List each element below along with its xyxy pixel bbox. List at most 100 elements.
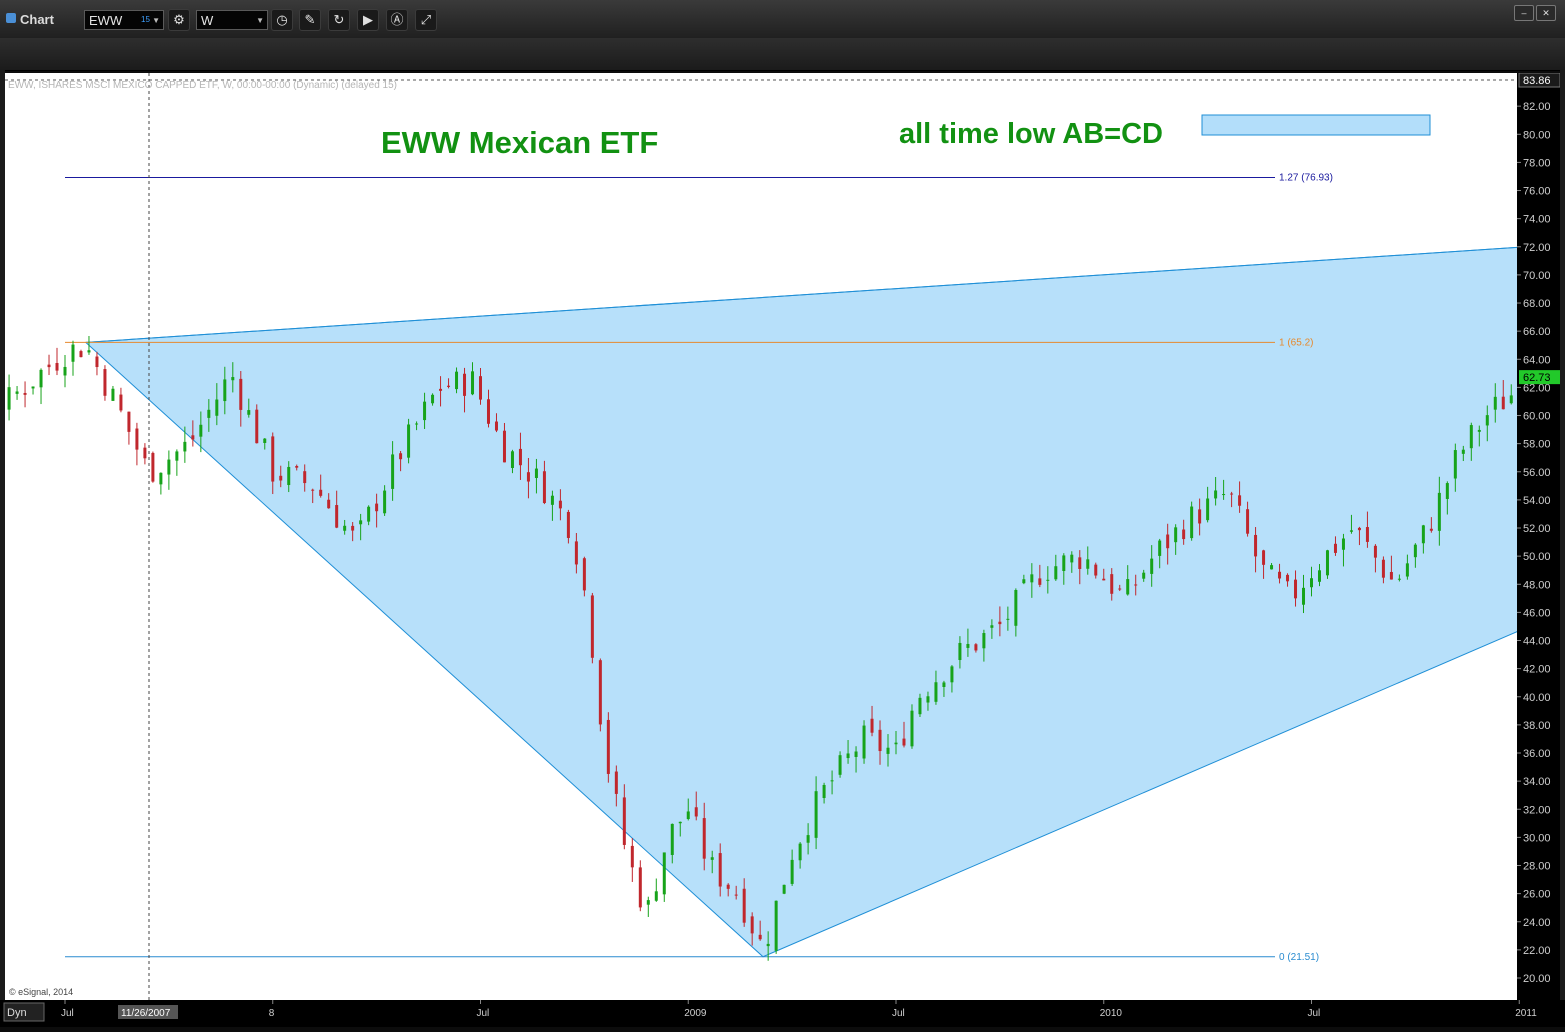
candle-body: [614, 771, 618, 794]
candle-body: [287, 466, 291, 486]
link-icon[interactable]: ⤢: [415, 9, 437, 31]
candle-body: [15, 391, 19, 394]
alert-icon[interactable]: Ⓐ: [386, 9, 408, 31]
candle-body: [1445, 483, 1449, 499]
candle-body: [598, 660, 602, 725]
candle-body: [1286, 574, 1290, 582]
candle-body: [239, 378, 243, 410]
y-tick-label: 36.00: [1523, 748, 1551, 760]
interval-select[interactable]: W ▼: [196, 10, 268, 30]
candle-body: [734, 894, 738, 896]
fib-lines-layer: 1.27 (76.93) 1 (65.2) 0 (21.51): [65, 172, 1333, 963]
y-tick-label: 54.00: [1523, 495, 1551, 507]
candle-body: [1214, 490, 1218, 499]
right-window-border: [1560, 70, 1565, 1027]
time-axis[interactable]: Dyn 11/26/2007 Jul 8 Jul 2009 Jul 2010 Jul 2011…: [0, 1000, 1565, 1027]
y-tick-label: 72.00: [1523, 242, 1551, 254]
candle-body: [71, 344, 75, 362]
candle-body: [439, 388, 443, 391]
candle-body: [1477, 429, 1481, 432]
candle-body: [1389, 571, 1393, 580]
fib-level-label-0: 1.27 (76.93): [1279, 172, 1333, 183]
play-icon[interactable]: ▶: [357, 9, 379, 31]
price-axis[interactable]: 82.00 80.00 78.00 76.00 74.00 72.00 70.00 68.00…: [1517, 72, 1561, 1000]
clock-icon[interactable]: ◷: [271, 9, 293, 31]
candle-body: [1381, 559, 1385, 578]
x-tick-label: Jul: [1308, 1008, 1321, 1019]
price-axis-svg: 82.00 80.00 78.00 76.00 74.00 72.00 70.00 68.00…: [1517, 72, 1561, 985]
x-tick-label: 2011: [1515, 1008, 1537, 1019]
candle-body: [375, 503, 379, 512]
symbol-dropdown-icon[interactable]: ▼: [152, 16, 160, 25]
y-tick-label: 82.00: [1523, 101, 1551, 113]
y-tick-label: 74.00: [1523, 214, 1551, 226]
candle-body: [1038, 578, 1042, 585]
candle-body: [359, 520, 363, 525]
candle-body: [127, 411, 131, 432]
candle-body: [494, 421, 498, 431]
candle-body: [1270, 565, 1274, 570]
candle-body: [630, 845, 634, 868]
candle-body: [678, 821, 682, 824]
candle-body: [974, 644, 978, 651]
candle-body: [1341, 538, 1345, 550]
y-tick-label: 50.00: [1523, 551, 1551, 563]
candle-body: [431, 394, 435, 404]
candle-body: [1174, 527, 1178, 543]
candle-body: [1078, 557, 1082, 569]
close-button[interactable]: ✕: [1536, 5, 1556, 21]
candle-body: [798, 843, 802, 861]
candle-body: [479, 376, 482, 400]
candle-body: [1413, 544, 1417, 558]
refresh-icon[interactable]: ↻: [328, 9, 350, 31]
crosshair-date-badge: [118, 1005, 178, 1019]
candle-body: [1365, 527, 1369, 542]
candle-body: [1493, 396, 1497, 410]
candle-body: [910, 710, 914, 747]
candle-body: [1262, 550, 1266, 565]
y-tick-label: 66.00: [1523, 326, 1551, 338]
candle-body: [1142, 572, 1146, 579]
y-tick-label: 28.00: [1523, 861, 1551, 873]
price-chart[interactable]: 1.27 (76.93) 1 (65.2) 0 (21.51) EWW, ISHAR…: [5, 73, 1517, 1000]
candle-body: [558, 500, 562, 509]
candle-body: [854, 751, 858, 757]
chart-plot-area[interactable]: 1.27 (76.93) 1 (65.2) 0 (21.51) EWW, ISHAR…: [5, 73, 1517, 1000]
candle-body: [319, 489, 323, 496]
y-tick-label: 32.00: [1523, 804, 1551, 816]
candle-body: [1325, 550, 1329, 576]
candle-body: [646, 900, 650, 905]
candle-body: [1429, 528, 1433, 531]
candle-body: [902, 738, 906, 746]
candle-body: [574, 541, 578, 565]
candle-body: [726, 884, 730, 889]
candle-body: [790, 859, 794, 884]
candle-body: [702, 818, 706, 859]
candle-body: [1022, 579, 1026, 584]
candle-body: [39, 369, 43, 388]
candle-body: [838, 755, 842, 775]
candle-body: [1405, 563, 1409, 577]
candle-body: [1349, 530, 1353, 532]
settings-gear-icon[interactable]: ⚙: [168, 9, 190, 31]
draw-pencil-icon[interactable]: ✎: [299, 9, 321, 31]
interval-dropdown-icon[interactable]: ▼: [256, 16, 264, 25]
candle-body: [391, 454, 395, 489]
candle-body: [447, 385, 451, 387]
minimize-button[interactable]: –: [1514, 5, 1534, 21]
candle-body: [303, 471, 307, 484]
candle-body: [758, 934, 762, 940]
candle-body: [351, 525, 355, 531]
candle-body: [998, 621, 1002, 625]
x-tick-label: 8: [269, 1008, 275, 1019]
candle-body: [55, 362, 59, 371]
candle-body: [311, 489, 315, 491]
candle-body: [1501, 396, 1505, 410]
candle-body: [518, 448, 522, 466]
candle-body: [1461, 449, 1465, 454]
candle-body: [1310, 578, 1313, 588]
candle-body: [151, 452, 155, 482]
candle-body: [502, 430, 506, 463]
left-window-border: [0, 70, 5, 1000]
symbol-input[interactable]: EWW 15 ▼: [84, 10, 164, 30]
